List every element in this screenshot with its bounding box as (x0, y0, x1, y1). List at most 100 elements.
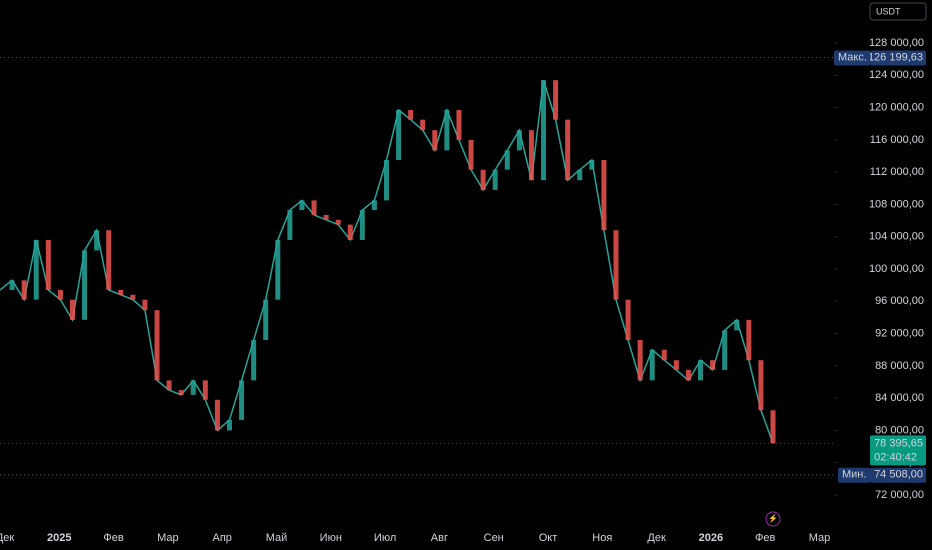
x-tick-label: Мар (157, 532, 179, 544)
currency[interactable]: USDT (876, 6, 901, 16)
min-label: Мин. (842, 469, 866, 481)
y-tick-label: 72 000,00 (875, 489, 924, 501)
candle (492, 169, 498, 190)
last-badge (870, 435, 926, 466)
candle (69, 299, 75, 320)
candle (106, 230, 112, 290)
min-label-box (838, 467, 870, 483)
candle (287, 210, 293, 240)
candle (239, 380, 245, 420)
candle (384, 160, 389, 201)
x-tick-label: Сен (484, 532, 504, 544)
x-tick-label: Июл (374, 532, 396, 544)
candle (57, 289, 63, 300)
candle (698, 360, 704, 381)
candle (251, 340, 257, 381)
y-tick-label: 84 000,00 (875, 392, 924, 404)
candle (625, 299, 631, 341)
max-label-box (834, 50, 870, 66)
candle (408, 109, 414, 120)
candle (323, 214, 329, 220)
x-tick-label: 2025 (47, 532, 71, 544)
candle (263, 299, 269, 341)
x-tick-label: Дек (0, 532, 14, 544)
candle (746, 319, 752, 361)
x-tick-label: Авг (431, 532, 448, 544)
y-tick-label: 104 000,00 (869, 231, 924, 243)
min-value: 74 508,00 (874, 469, 923, 481)
x-tick-label: Июн (320, 532, 342, 544)
candle (130, 294, 136, 300)
candle (601, 160, 607, 231)
candle (275, 239, 281, 300)
x-tick-label: Мар (809, 532, 831, 544)
candle (444, 109, 450, 151)
y-tick-label: 88 000,00 (875, 360, 924, 372)
y-tick-label: 108 000,00 (869, 198, 924, 210)
candle (214, 399, 220, 431)
candle (553, 80, 559, 120)
candle (82, 250, 88, 320)
x-tick-label: Дек (647, 532, 666, 544)
candle (118, 289, 124, 295)
candle (335, 219, 341, 225)
candle (577, 169, 583, 181)
candle (456, 109, 462, 140)
candle (178, 390, 184, 395)
candle (226, 419, 232, 431)
candle (673, 360, 679, 370)
y-tick-label: 116 000,00 (870, 134, 924, 146)
candle (94, 230, 100, 251)
x-tick-label: Май (266, 532, 288, 544)
lightning-icon[interactable] (765, 511, 781, 527)
x-tick-label: Фев (755, 532, 775, 544)
y-tick-label: 92 000,00 (875, 327, 924, 339)
candle (685, 369, 691, 381)
y-tick-label: 96 000,00 (875, 295, 924, 307)
x-tick-label: Апр (212, 532, 231, 544)
candle (480, 169, 486, 190)
candle (565, 119, 571, 181)
candle (9, 280, 15, 290)
candle (311, 200, 317, 215)
countdown: 02:40:42 (874, 451, 917, 463)
candle (661, 349, 667, 361)
max-label: Макс. (838, 51, 867, 63)
y-tick-label: 124 000,00 (869, 69, 924, 81)
candle (722, 330, 728, 370)
candle (770, 410, 776, 444)
candle (142, 299, 148, 311)
y-tick-label: 112 000,00 (870, 166, 924, 178)
max-value: 126 199,63 (868, 51, 923, 63)
candle (541, 80, 547, 181)
candle (528, 130, 534, 181)
candle (468, 139, 474, 170)
candle (371, 200, 377, 211)
candle (21, 280, 27, 300)
candle (734, 319, 740, 331)
y-tick-label: 128 000,00 (869, 37, 924, 49)
candle (347, 224, 353, 240)
candle (202, 380, 208, 400)
currency-box[interactable] (869, 2, 927, 21)
candle (504, 150, 510, 170)
candle (649, 349, 655, 381)
candle (420, 119, 426, 131)
candle (299, 200, 305, 211)
y-tick-label: 100 000,00 (869, 263, 924, 275)
candle (45, 239, 51, 290)
candle (359, 210, 365, 240)
candle (710, 360, 716, 370)
y-tick-label: 120 000,00 (869, 101, 924, 113)
candle (166, 380, 172, 391)
candle (516, 130, 522, 151)
candle (637, 340, 643, 381)
candle (432, 130, 438, 151)
candle (589, 160, 595, 170)
last-value: 78 395,65 (874, 437, 923, 449)
x-tick-label: Ноя (592, 532, 612, 544)
x-tick-label: 2026 (699, 532, 723, 544)
candle (613, 230, 619, 300)
